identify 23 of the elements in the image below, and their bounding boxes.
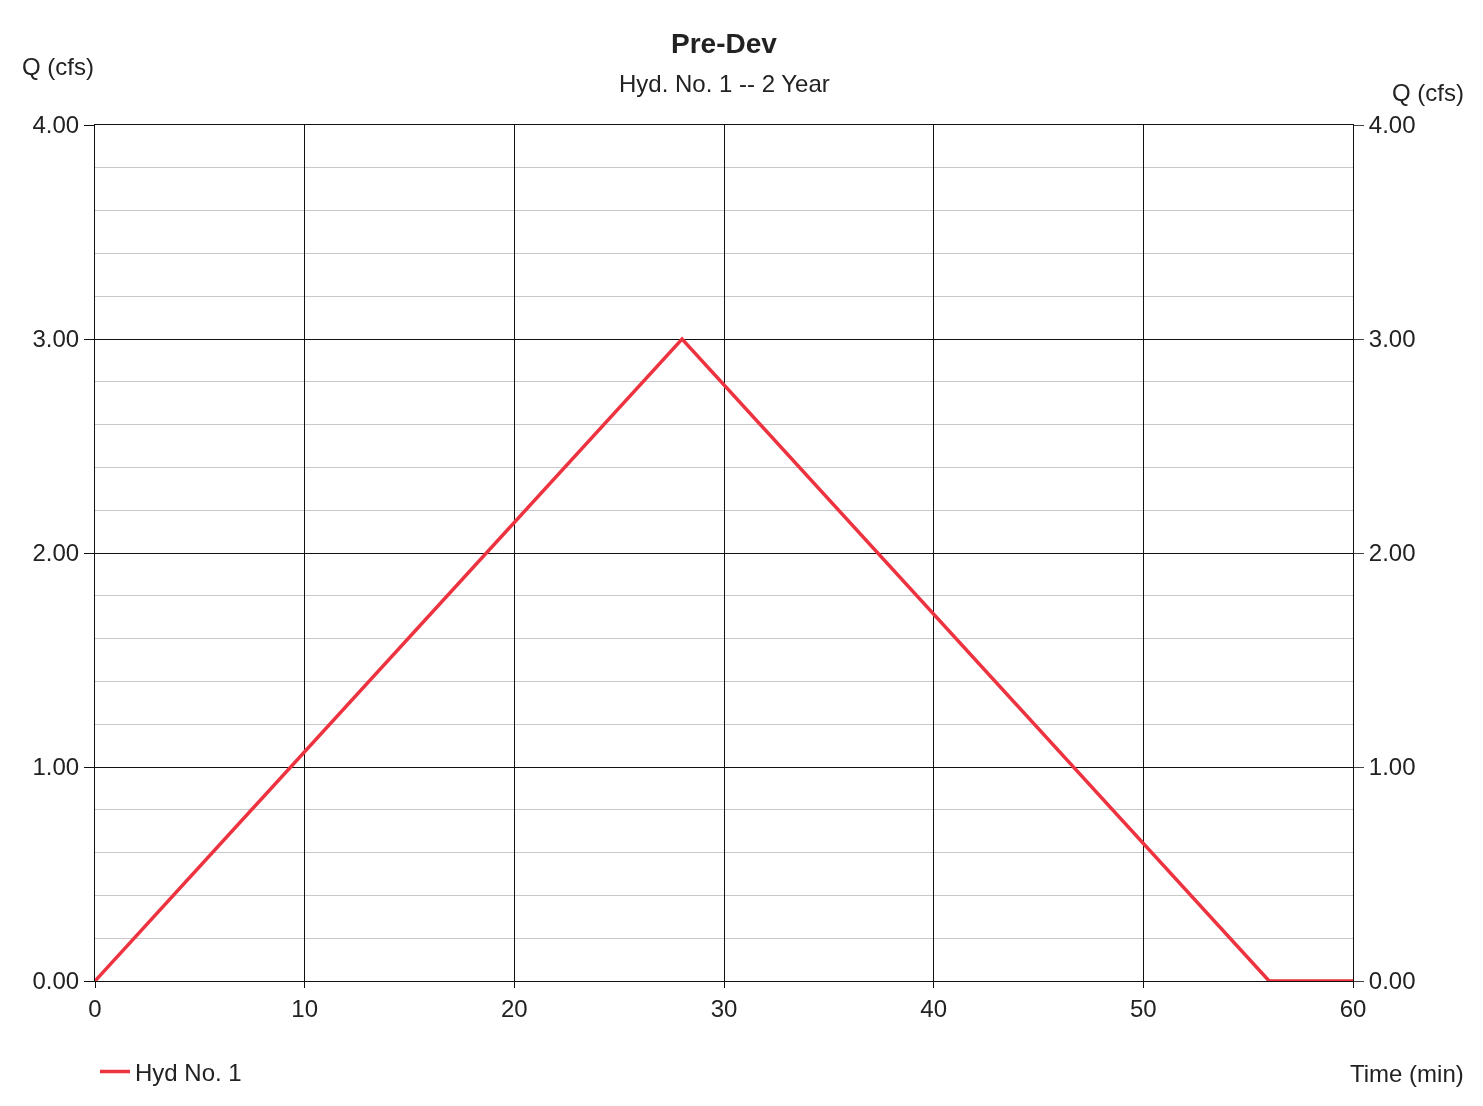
x-tick-label: 0 <box>88 994 102 1022</box>
y2-tick-label: 0.00 <box>1368 967 1416 995</box>
x-tick-label: 30 <box>710 994 738 1022</box>
x-tick-label: 50 <box>1129 994 1157 1022</box>
chart-subtitle: Hyd. No. 1 -- 2 Year <box>619 70 830 97</box>
chart-title: Pre-Dev <box>671 28 778 59</box>
y-tick-label: 3.00 <box>32 325 80 353</box>
x-axis-title: Time (min) <box>1350 1060 1464 1087</box>
x-tick-label: 60 <box>1339 994 1367 1022</box>
legend-label: Hyd No. 1 <box>135 1058 242 1086</box>
y-tick-label: 1.00 <box>32 753 80 781</box>
y-tick-label: 2.00 <box>32 539 80 567</box>
x-tick-label: 20 <box>500 994 528 1022</box>
y2-tick-label: 1.00 <box>1368 753 1416 781</box>
y2-tick-label: 3.00 <box>1368 325 1416 353</box>
y2-axis-title: Q (cfs) <box>1392 79 1464 106</box>
x-tick-label: 40 <box>920 994 948 1022</box>
x-tick-label: 10 <box>291 994 319 1022</box>
y2-tick-label: 2.00 <box>1368 539 1416 567</box>
y-tick-label: 0.00 <box>32 967 80 995</box>
y2-tick-label: 4.00 <box>1368 111 1416 139</box>
y-axis-title: Q (cfs) <box>22 53 94 80</box>
y-tick-label: 4.00 <box>32 111 80 139</box>
